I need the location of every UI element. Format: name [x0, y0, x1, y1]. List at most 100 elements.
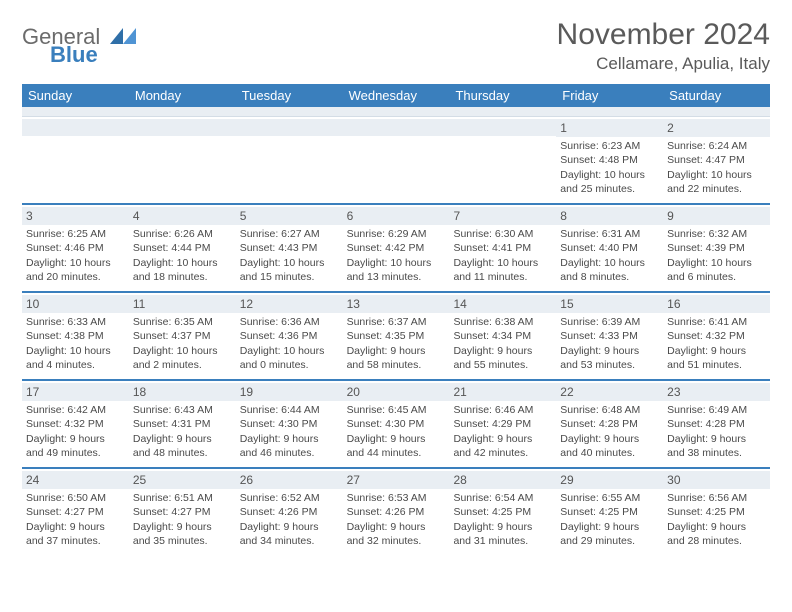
day-detail-daylight2: and 42 minutes.	[453, 446, 552, 460]
day-cell: 27Sunrise: 6:53 AMSunset: 4:26 PMDayligh…	[343, 469, 450, 555]
day-detail-sunset: Sunset: 4:31 PM	[133, 417, 232, 431]
day-number: 7	[449, 207, 556, 225]
day-detail-sunrise: Sunrise: 6:48 AM	[560, 403, 659, 417]
day-detail-daylight2: and 32 minutes.	[347, 534, 446, 548]
day-cell: 11Sunrise: 6:35 AMSunset: 4:37 PMDayligh…	[129, 293, 236, 379]
day-detail-daylight1: Daylight: 10 hours	[560, 168, 659, 182]
day-cell: 1Sunrise: 6:23 AMSunset: 4:48 PMDaylight…	[556, 117, 663, 203]
title-block: November 2024 Cellamare, Apulia, Italy	[557, 18, 770, 74]
day-detail-sunrise: Sunrise: 6:50 AM	[26, 491, 125, 505]
day-detail-daylight2: and 46 minutes.	[240, 446, 339, 460]
page-title: November 2024	[557, 18, 770, 52]
day-number: 8	[556, 207, 663, 225]
day-cell: 3Sunrise: 6:25 AMSunset: 4:46 PMDaylight…	[22, 205, 129, 291]
day-detail-daylight2: and 34 minutes.	[240, 534, 339, 548]
day-detail-sunrise: Sunrise: 6:27 AM	[240, 227, 339, 241]
day-detail-sunset: Sunset: 4:28 PM	[560, 417, 659, 431]
day-cell: 21Sunrise: 6:46 AMSunset: 4:29 PMDayligh…	[449, 381, 556, 467]
day-cell: 18Sunrise: 6:43 AMSunset: 4:31 PMDayligh…	[129, 381, 236, 467]
day-detail-sunrise: Sunrise: 6:39 AM	[560, 315, 659, 329]
spacer-row	[22, 107, 770, 117]
day-number: 24	[22, 471, 129, 489]
day-detail-sunrise: Sunrise: 6:24 AM	[667, 139, 766, 153]
day-number: 13	[343, 295, 450, 313]
day-detail-sunset: Sunset: 4:34 PM	[453, 329, 552, 343]
day-detail-sunset: Sunset: 4:46 PM	[26, 241, 125, 255]
day-cell: 23Sunrise: 6:49 AMSunset: 4:28 PMDayligh…	[663, 381, 770, 467]
day-detail-sunset: Sunset: 4:25 PM	[667, 505, 766, 519]
day-detail-daylight1: Daylight: 9 hours	[453, 520, 552, 534]
brand-text: General Blue	[22, 24, 136, 66]
day-detail-sunset: Sunset: 4:38 PM	[26, 329, 125, 343]
day-detail-daylight2: and 20 minutes.	[26, 270, 125, 284]
day-cell: 16Sunrise: 6:41 AMSunset: 4:32 PMDayligh…	[663, 293, 770, 379]
day-detail-daylight2: and 13 minutes.	[347, 270, 446, 284]
day-detail-sunrise: Sunrise: 6:33 AM	[26, 315, 125, 329]
day-number: 30	[663, 471, 770, 489]
day-detail-sunrise: Sunrise: 6:54 AM	[453, 491, 552, 505]
day-detail-daylight1: Daylight: 10 hours	[133, 256, 232, 270]
day-detail-daylight2: and 2 minutes.	[133, 358, 232, 372]
day-number: 20	[343, 383, 450, 401]
day-detail-daylight1: Daylight: 9 hours	[347, 520, 446, 534]
day-detail-sunrise: Sunrise: 6:32 AM	[667, 227, 766, 241]
day-number	[236, 119, 343, 136]
week-row: 17Sunrise: 6:42 AMSunset: 4:32 PMDayligh…	[22, 379, 770, 467]
day-detail-daylight1: Daylight: 9 hours	[453, 344, 552, 358]
day-detail-daylight1: Daylight: 10 hours	[26, 256, 125, 270]
day-detail-daylight1: Daylight: 10 hours	[667, 256, 766, 270]
brand-logo: General Blue	[22, 18, 136, 66]
day-number: 14	[449, 295, 556, 313]
day-cell: 20Sunrise: 6:45 AMSunset: 4:30 PMDayligh…	[343, 381, 450, 467]
day-detail-daylight1: Daylight: 9 hours	[667, 344, 766, 358]
week-row: 24Sunrise: 6:50 AMSunset: 4:27 PMDayligh…	[22, 467, 770, 555]
header: General Blue November 2024 Cellamare, Ap…	[22, 18, 770, 74]
day-detail-daylight1: Daylight: 9 hours	[133, 520, 232, 534]
empty-day-cell	[129, 117, 236, 203]
week-row: 1Sunrise: 6:23 AMSunset: 4:48 PMDaylight…	[22, 117, 770, 203]
day-cell: 17Sunrise: 6:42 AMSunset: 4:32 PMDayligh…	[22, 381, 129, 467]
day-detail-daylight1: Daylight: 10 hours	[453, 256, 552, 270]
weekday-header-row: SundayMondayTuesdayWednesdayThursdayFrid…	[22, 84, 770, 107]
day-detail-sunset: Sunset: 4:48 PM	[560, 153, 659, 167]
day-detail-daylight1: Daylight: 9 hours	[453, 432, 552, 446]
day-detail-sunrise: Sunrise: 6:44 AM	[240, 403, 339, 417]
day-detail-daylight1: Daylight: 9 hours	[667, 520, 766, 534]
day-detail-sunrise: Sunrise: 6:52 AM	[240, 491, 339, 505]
day-detail-daylight1: Daylight: 9 hours	[347, 432, 446, 446]
day-detail-daylight1: Daylight: 9 hours	[240, 432, 339, 446]
weekday-cell: Wednesday	[343, 84, 450, 107]
day-detail-daylight1: Daylight: 9 hours	[133, 432, 232, 446]
day-detail-sunset: Sunset: 4:35 PM	[347, 329, 446, 343]
weekday-cell: Thursday	[449, 84, 556, 107]
day-cell: 10Sunrise: 6:33 AMSunset: 4:38 PMDayligh…	[22, 293, 129, 379]
day-detail-sunrise: Sunrise: 6:56 AM	[667, 491, 766, 505]
weekday-cell: Tuesday	[236, 84, 343, 107]
weekday-cell: Saturday	[663, 84, 770, 107]
day-detail-daylight2: and 48 minutes.	[133, 446, 232, 460]
location-subtitle: Cellamare, Apulia, Italy	[557, 54, 770, 74]
day-number: 22	[556, 383, 663, 401]
day-number	[343, 119, 450, 136]
empty-day-cell	[22, 117, 129, 203]
day-detail-daylight1: Daylight: 10 hours	[347, 256, 446, 270]
day-number: 4	[129, 207, 236, 225]
day-number: 27	[343, 471, 450, 489]
day-detail-daylight1: Daylight: 10 hours	[667, 168, 766, 182]
day-detail-sunrise: Sunrise: 6:46 AM	[453, 403, 552, 417]
day-detail-sunrise: Sunrise: 6:36 AM	[240, 315, 339, 329]
day-number: 18	[129, 383, 236, 401]
weekday-cell: Sunday	[22, 84, 129, 107]
day-cell: 28Sunrise: 6:54 AMSunset: 4:25 PMDayligh…	[449, 469, 556, 555]
day-detail-daylight1: Daylight: 9 hours	[667, 432, 766, 446]
day-detail-sunrise: Sunrise: 6:23 AM	[560, 139, 659, 153]
day-detail-sunrise: Sunrise: 6:42 AM	[26, 403, 125, 417]
week-row: 3Sunrise: 6:25 AMSunset: 4:46 PMDaylight…	[22, 203, 770, 291]
day-number: 10	[22, 295, 129, 313]
day-number: 11	[129, 295, 236, 313]
day-detail-sunset: Sunset: 4:25 PM	[560, 505, 659, 519]
day-number: 25	[129, 471, 236, 489]
day-number: 15	[556, 295, 663, 313]
day-cell: 7Sunrise: 6:30 AMSunset: 4:41 PMDaylight…	[449, 205, 556, 291]
day-detail-sunset: Sunset: 4:43 PM	[240, 241, 339, 255]
